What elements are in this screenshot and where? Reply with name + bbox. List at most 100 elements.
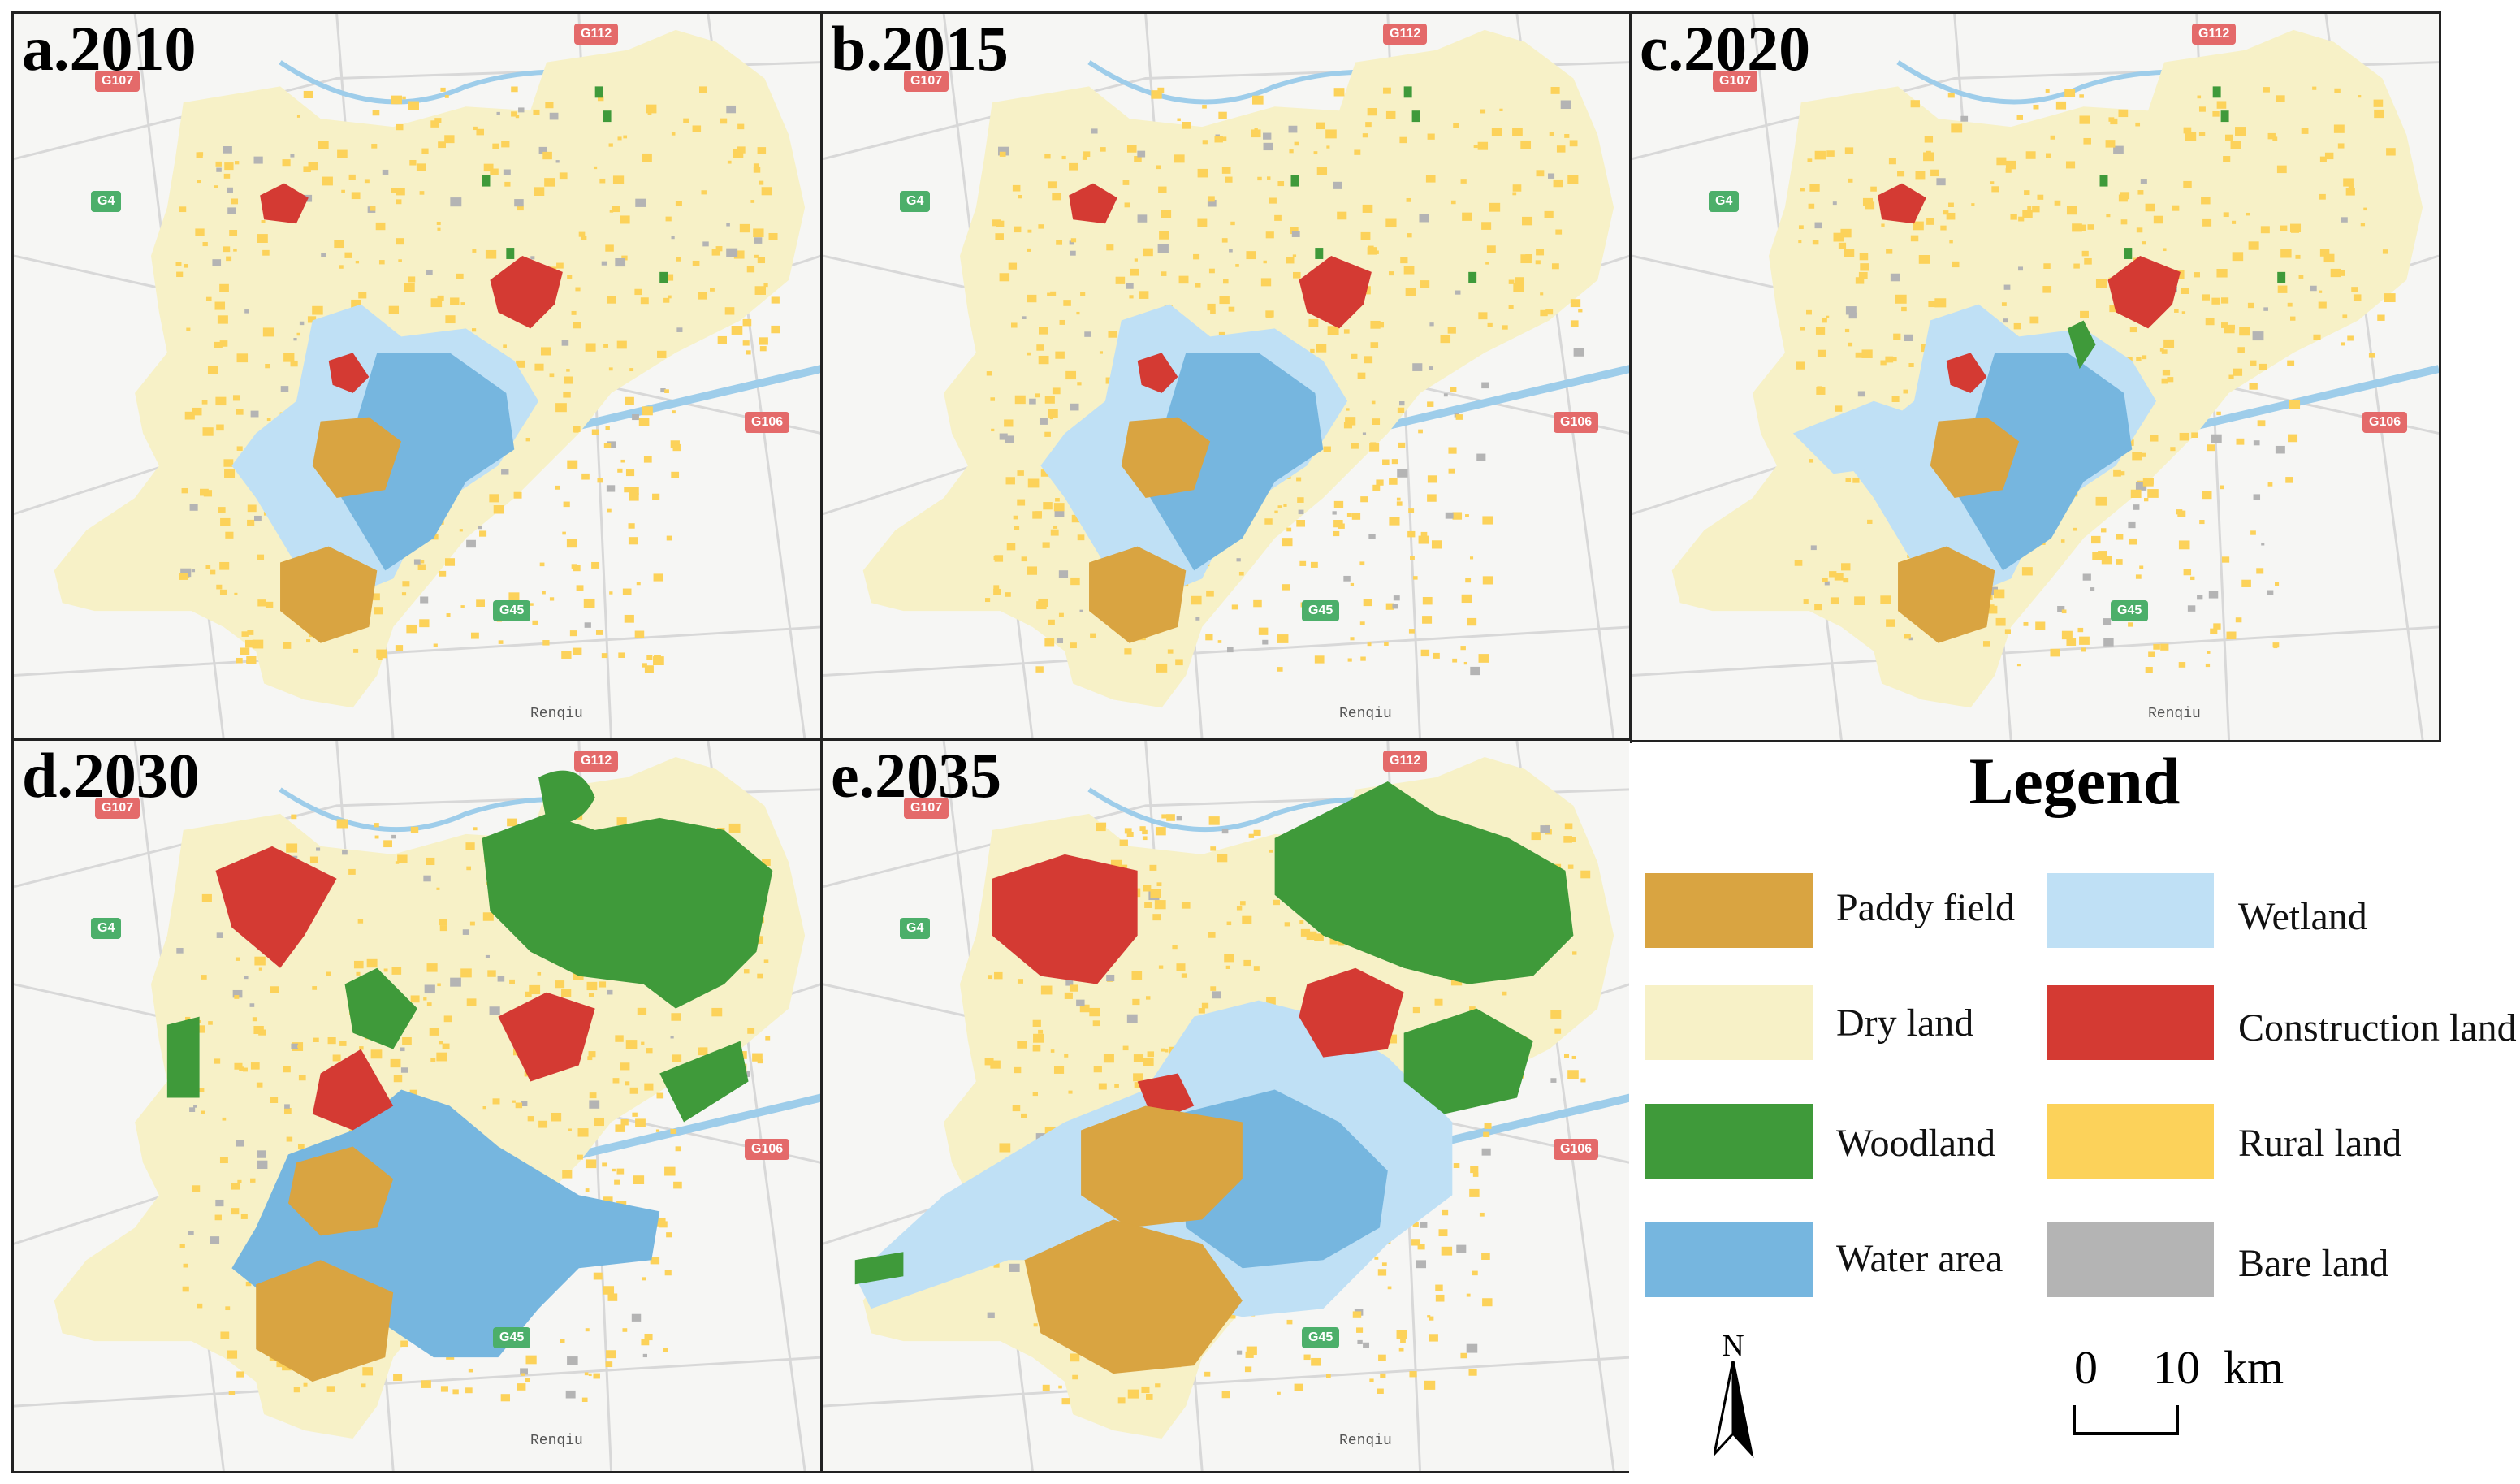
rural-land-patch [1017, 470, 1024, 476]
rural-land-patch [603, 443, 612, 448]
rural-land-patch [250, 1178, 256, 1183]
rural-land-patch [1310, 348, 1315, 353]
rural-land-patch [1027, 248, 1031, 252]
rural-land-patch [224, 469, 236, 478]
rural-land-patch [1387, 1286, 1392, 1290]
rural-land-patch [210, 569, 216, 575]
rural-land-patch [1473, 145, 1478, 149]
rural-land-patch [1161, 814, 1167, 819]
rural-land-patch [1556, 145, 1566, 153]
rural-land-patch [746, 266, 755, 273]
bare-land-patch [1455, 290, 1461, 295]
rural-land-patch [1036, 344, 1044, 351]
rural-land-patch [538, 1120, 548, 1128]
rural-land-patch [397, 854, 408, 863]
rural-land-patch [179, 573, 188, 580]
rural-land-patch [534, 363, 544, 371]
rural-land-patch [216, 424, 224, 431]
bare-land-patch [1832, 201, 1837, 206]
rural-land-patch [508, 592, 520, 601]
rural-land-patch [1461, 594, 1472, 604]
rural-land-patch [2194, 272, 2200, 278]
rural-land-patch [223, 246, 231, 253]
rural-land-patch [1117, 1397, 1126, 1404]
rural-land-patch [176, 271, 184, 278]
rural-land-patch [545, 102, 554, 109]
rural-land-patch [1903, 389, 1908, 394]
rural-land-patch [2004, 629, 2011, 634]
bare-land-patch [1481, 1148, 1491, 1156]
bare-land-patch [607, 989, 613, 995]
rural-land-patch [711, 249, 721, 256]
rural-land-patch [1830, 597, 1839, 605]
rural-land-patch [2035, 621, 2046, 630]
rural-land-patch [1360, 496, 1368, 503]
rural-land-patch [1580, 1078, 1586, 1083]
rural-land-patch [568, 1128, 572, 1131]
rural-land-patch [1296, 520, 1306, 527]
rural-land-patch [1142, 836, 1148, 841]
rural-land-patch [1371, 400, 1376, 405]
rural-land-patch [1563, 836, 1572, 843]
rural-land-patch [218, 507, 226, 513]
rural-land-patch [1536, 170, 1545, 177]
rural-land-patch [1891, 396, 1900, 402]
rural-land-patch [562, 1170, 573, 1179]
rural-land-patch [567, 275, 573, 279]
rural-land-patch [1420, 531, 1428, 538]
rural-land-patch [1033, 1033, 1044, 1043]
construction-land-region [328, 353, 370, 393]
rural-land-patch [223, 173, 231, 179]
rural-land-patch [603, 1196, 613, 1205]
rural-land-patch [676, 257, 681, 262]
rural-land-patch [2079, 94, 2084, 98]
rural-land-patch [516, 360, 525, 368]
rural-land-patch [258, 1029, 266, 1036]
rural-land-patch [593, 166, 598, 170]
bare-land-patch [670, 1036, 674, 1039]
woodland-patch [506, 248, 515, 259]
bare-land-patch [589, 1100, 600, 1109]
rural-land-patch [589, 1092, 597, 1099]
bare-land-patch [215, 1199, 224, 1207]
rural-land-patch [503, 344, 507, 348]
rural-land-patch [2139, 565, 2144, 569]
rural-land-patch [1910, 100, 1920, 108]
rural-land-patch [1987, 605, 1998, 614]
bare-land-patch [188, 1231, 194, 1235]
rural-land-patch [409, 1089, 417, 1097]
rural-land-patch [1867, 519, 1873, 524]
rural-land-patch [642, 153, 652, 162]
rural-land-patch [2025, 151, 2036, 159]
panel-title: c.2020 [1640, 13, 1811, 84]
road-shield-g106: G106 [2362, 412, 2408, 433]
rural-land-patch [466, 866, 472, 871]
paddy-field-region [1121, 417, 1211, 498]
rural-land-patch [999, 273, 1010, 282]
rural-land-patch [1482, 516, 1493, 525]
rural-land-patch [634, 630, 645, 638]
bare-land-patch [1429, 366, 1433, 370]
rural-land-patch [1157, 87, 1165, 93]
rural-land-patch [1460, 179, 1467, 184]
rural-land-patch [2337, 143, 2345, 149]
woodland-region [659, 1041, 749, 1123]
rural-land-patch [303, 166, 311, 172]
rural-land-patch [436, 221, 441, 225]
rural-land-patch [1010, 322, 1018, 328]
rural-land-patch [2223, 156, 2231, 162]
rural-land-patch [1110, 859, 1122, 869]
rural-land-patch [578, 231, 586, 237]
rural-land-patch [2205, 318, 2215, 326]
rural-land-patch [593, 1373, 600, 1379]
rural-land-patch [420, 560, 425, 564]
bare-land-patch [1176, 816, 1182, 821]
rural-land-patch [1794, 560, 1803, 566]
rural-land-patch [439, 925, 447, 932]
rural-land-patch [378, 656, 383, 660]
rural-land-patch [1431, 540, 1442, 549]
rural-land-patch [1151, 90, 1162, 99]
rural-land-patch [670, 440, 680, 448]
rural-land-patch [1008, 262, 1018, 270]
rural-land-patch [2118, 109, 2129, 118]
